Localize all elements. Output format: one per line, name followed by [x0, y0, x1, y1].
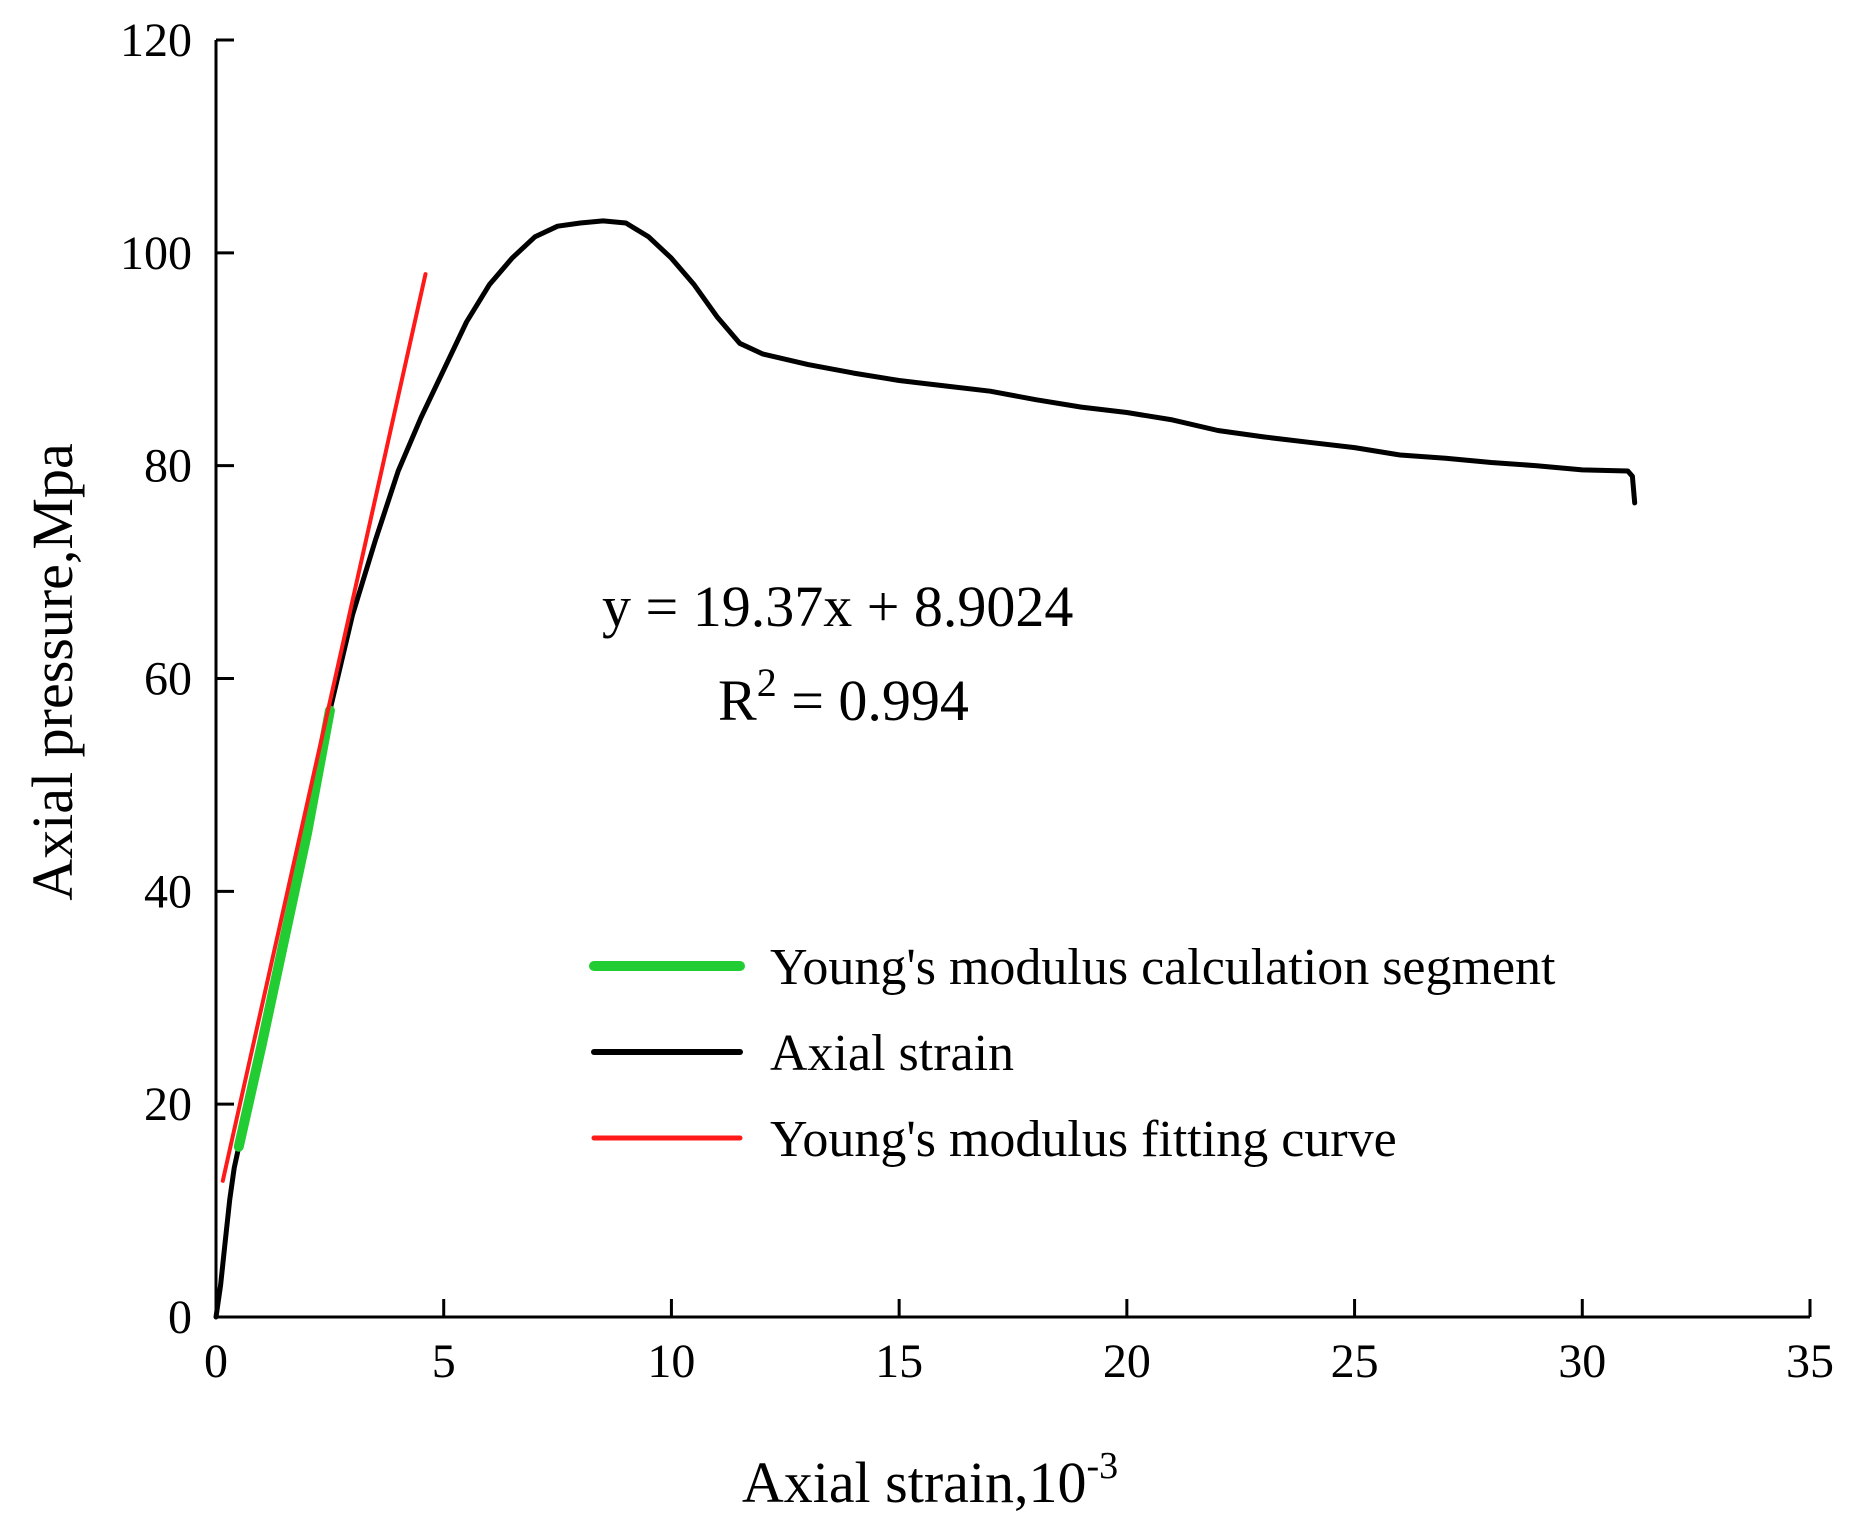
series-calc-segment	[233, 705, 335, 1152]
x-tick-label: 30	[1558, 1335, 1606, 1388]
x-tick-label: 10	[647, 1335, 695, 1388]
y-axis-title: Axial pressure,Mpa	[20, 443, 85, 900]
x-tick-label: 15	[875, 1335, 923, 1388]
series-fitting-curve	[220, 272, 428, 1183]
y-tick-label: 80	[144, 440, 192, 493]
x-tick-label: 35	[1786, 1335, 1834, 1388]
y-tick-label: 0	[168, 1291, 192, 1344]
axes: 0 5 10 15 20 25 30 35 0 20 40 60 80 100 120	[120, 14, 1834, 1388]
y-ticks: 0 20 40 60 80 100 120	[120, 14, 234, 1344]
y-tick-label: 20	[144, 1078, 192, 1131]
y-tick-label: 100	[120, 227, 192, 280]
series-layer	[213, 218, 1638, 1320]
x-axis-title: Axial strain,10-3	[742, 1445, 1118, 1515]
x-tick-label: 20	[1103, 1335, 1151, 1388]
y-tick-label: 40	[144, 865, 192, 918]
x-tick-label: 25	[1331, 1335, 1379, 1388]
y-tick-label: 120	[120, 14, 192, 67]
x-axis-title-superscript: -3	[1087, 1445, 1119, 1487]
r2-prefix: R	[718, 668, 757, 733]
legend: Young's modulus calculation segment Axial…	[589, 939, 1556, 1168]
legend-item-calc-segment: Young's modulus calculation segment	[589, 939, 1556, 996]
fit-equation: y = 19.37x + 8.9024	[602, 574, 1073, 639]
legend-item-fitting-curve: Young's modulus fitting curve	[591, 1111, 1397, 1168]
legend-label: Young's modulus fitting curve	[770, 1111, 1397, 1168]
r2-superscript: 2	[757, 660, 777, 705]
legend-label: Young's modulus calculation segment	[770, 939, 1556, 996]
fit-r-squared: R2 = 0.994	[718, 660, 969, 733]
x-axis-title-main: Axial strain,10	[742, 1450, 1087, 1515]
fit-annotation: y = 19.37x + 8.9024 R2 = 0.994	[602, 574, 1073, 733]
legend-label: Axial strain	[770, 1025, 1014, 1082]
y-tick-label: 60	[144, 653, 192, 706]
x-tick-label: 5	[432, 1335, 456, 1388]
r2-value: = 0.994	[777, 668, 969, 733]
x-ticks: 0 5 10 15 20 25 30 35	[204, 1299, 1834, 1388]
x-tick-label: 0	[204, 1335, 228, 1388]
legend-item-axial-strain: Axial strain	[591, 1025, 1014, 1082]
